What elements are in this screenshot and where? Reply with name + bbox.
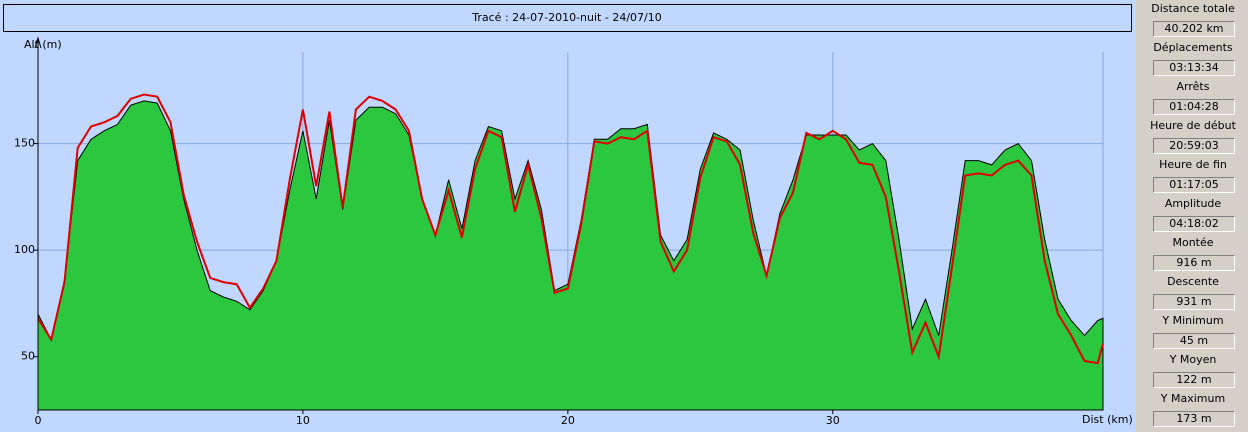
stat-label: Arrêts	[1176, 80, 1210, 93]
chart: Tracé : 24-07-2010-nuit - 24/07/10 Alt (…	[0, 0, 1136, 432]
stats-panel: Distance totale 40.202 km Déplacements 03:1…	[1138, 0, 1248, 432]
x-tick-label: 20	[561, 414, 575, 427]
x-tick-label: 0	[35, 414, 42, 427]
stat-label: Montée	[1172, 236, 1214, 249]
stat-label: Distance totale	[1151, 2, 1235, 15]
chart-title: Tracé : 24-07-2010-nuit - 24/07/10	[471, 11, 661, 24]
stat-value: 40.202 km	[1153, 21, 1235, 37]
stat-value: 01:04:28	[1153, 99, 1235, 115]
y-tick-label: 50	[21, 350, 35, 363]
stat-value: 03:13:34	[1153, 60, 1235, 76]
stat-value: 122 m	[1153, 372, 1235, 388]
stat-label: Heure de fin	[1159, 158, 1227, 171]
stat-label: Descente	[1167, 275, 1219, 288]
stat-value: 04:18:02	[1153, 216, 1235, 232]
y-tick-label: 150	[14, 137, 35, 150]
x-tick-label: 10	[296, 414, 310, 427]
stat-label: Heure de début	[1150, 119, 1236, 132]
stat-label: Y Minimum	[1162, 314, 1224, 327]
elevation-area	[37, 100, 1104, 411]
stat-value: 45 m	[1153, 333, 1235, 349]
x-tick-label: 30	[826, 414, 840, 427]
x-axis-label: Dist (km)	[1082, 413, 1133, 426]
stat-value: 173 m	[1153, 411, 1235, 427]
stat-label: Déplacements	[1153, 41, 1233, 54]
stat-value: 01:17:05	[1153, 177, 1235, 193]
y-axis-label: Alt (m)	[24, 38, 62, 51]
elevation-line	[37, 93, 1104, 365]
y-axis-arrow	[34, 36, 42, 49]
stat-label: Y Maximum	[1160, 392, 1226, 405]
stat-label: Y Moyen	[1169, 353, 1217, 366]
stat-value: 20:59:03	[1153, 138, 1235, 154]
y-tick-label: 100	[14, 243, 35, 256]
title-box	[3, 4, 1132, 32]
stat-value: 916 m	[1153, 255, 1235, 271]
stat-value: 931 m	[1153, 294, 1235, 310]
stat-label: Amplitude	[1164, 197, 1222, 210]
